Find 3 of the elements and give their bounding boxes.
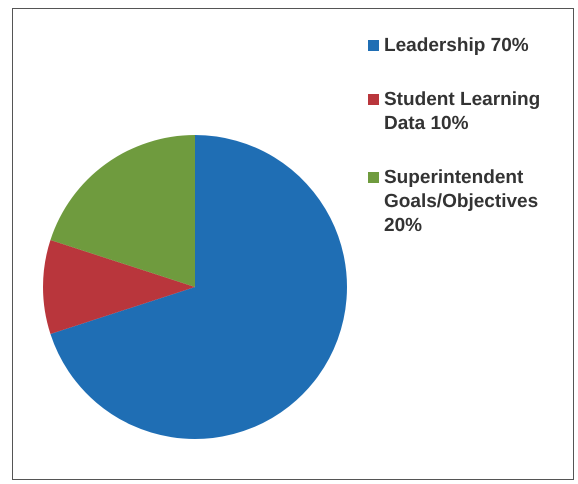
legend-label: Student Learning Data 10% <box>384 88 542 136</box>
legend-label: Leadership 70% <box>384 34 529 58</box>
legend-label: Superintendent Goals/Objectives 20% <box>384 166 540 238</box>
